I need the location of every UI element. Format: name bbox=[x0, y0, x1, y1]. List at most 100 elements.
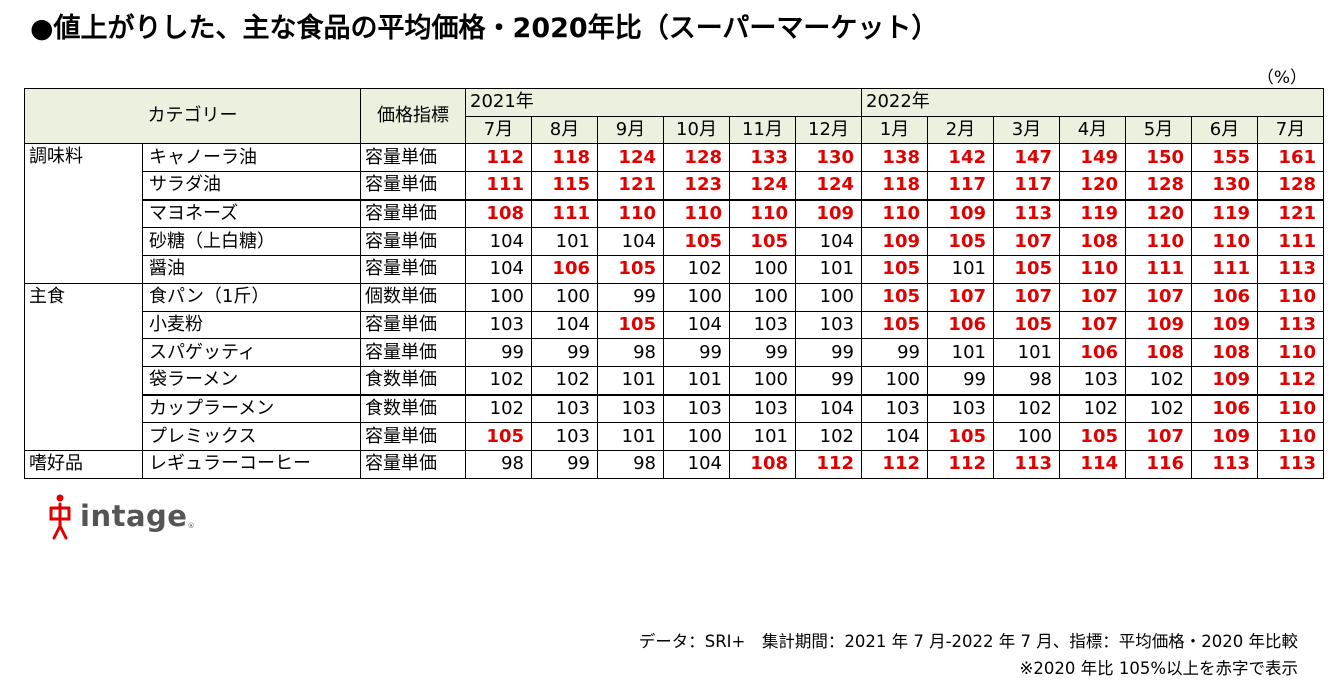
value-cell: 101 bbox=[795, 255, 862, 284]
value-cell: 113 bbox=[1257, 255, 1324, 284]
product-cell: 砂糖（上白糖） bbox=[142, 227, 361, 257]
value-cell: 130 bbox=[795, 143, 862, 173]
value-cell: 103 bbox=[795, 310, 862, 340]
logo-text: intage bbox=[80, 499, 188, 533]
price-table: カテゴリー 価格指標 2021年 2022年 7月 8月 9月 10月 11月 12月 1月… bbox=[24, 87, 1324, 479]
value-cell: 99 bbox=[531, 449, 598, 479]
value-cell: 106 bbox=[531, 255, 598, 284]
value-cell: 99 bbox=[465, 338, 532, 367]
table-row: 袋ラーメン 食数単価 102 102 101 101 100 99 100 99 98 103 102 1… bbox=[25, 365, 1324, 396]
value-cell: 99 bbox=[795, 365, 862, 396]
value-cell: 104 bbox=[663, 449, 730, 479]
table-row: 嗜好品 レギュラーコーヒー 容量単価 98 99 98 104 108 112 112 112 113… bbox=[24, 449, 1324, 479]
value-cell: 105 bbox=[861, 282, 928, 312]
value-cell: 110 bbox=[1125, 227, 1192, 257]
table-row: マヨネーズ 容量単価 108 111 110 110 110 109 110 109 113 119 1… bbox=[25, 198, 1324, 229]
value-cell: 101 bbox=[993, 338, 1060, 367]
header-month: 12月 bbox=[795, 115, 862, 145]
value-cell: 105 bbox=[927, 422, 994, 451]
value-cell: 101 bbox=[927, 338, 994, 367]
intage-logo: intage ® bbox=[48, 492, 194, 540]
value-cell: 103 bbox=[729, 310, 796, 340]
value-cell: 124 bbox=[729, 171, 796, 201]
value-cell: 130 bbox=[1191, 171, 1258, 201]
header-month: 8月 bbox=[531, 115, 598, 145]
value-cell: 104 bbox=[597, 227, 664, 257]
value-cell: 111 bbox=[1191, 255, 1258, 284]
value-cell: 99 bbox=[597, 282, 664, 312]
value-cell: 112 bbox=[927, 449, 994, 479]
value-cell: 121 bbox=[1257, 198, 1324, 229]
value-cell: 103 bbox=[597, 393, 664, 424]
value-cell: 113 bbox=[1191, 449, 1258, 479]
product-cell: 小麦粉 bbox=[142, 310, 361, 340]
value-cell: 142 bbox=[927, 143, 994, 173]
value-cell: 104 bbox=[663, 310, 730, 340]
value-cell: 102 bbox=[993, 393, 1060, 424]
value-cell: 112 bbox=[861, 449, 928, 479]
value-cell: 104 bbox=[795, 227, 862, 257]
value-cell: 111 bbox=[465, 171, 532, 201]
header-month: 11月 bbox=[729, 115, 796, 145]
value-cell: 110 bbox=[1257, 393, 1324, 424]
value-cell: 147 bbox=[993, 143, 1060, 173]
value-cell: 103 bbox=[465, 310, 532, 340]
value-cell: 98 bbox=[597, 449, 664, 479]
value-cell: 111 bbox=[531, 198, 598, 229]
value-cell: 102 bbox=[465, 393, 532, 424]
value-cell: 103 bbox=[531, 393, 598, 424]
value-cell: 110 bbox=[1191, 227, 1258, 257]
index-cell: 容量単価 bbox=[360, 255, 466, 284]
value-cell: 112 bbox=[465, 143, 532, 173]
value-cell: 124 bbox=[795, 171, 862, 201]
header-month: 3月 bbox=[993, 115, 1060, 145]
value-cell: 109 bbox=[1191, 365, 1258, 396]
value-cell: 102 bbox=[531, 365, 598, 396]
category-cell: 調味料 bbox=[24, 143, 143, 284]
value-cell: 112 bbox=[795, 449, 862, 479]
header-month: 6月 bbox=[1191, 115, 1258, 145]
value-cell: 118 bbox=[531, 143, 598, 173]
value-cell: 105 bbox=[927, 227, 994, 257]
value-cell: 99 bbox=[531, 338, 598, 367]
value-cell: 149 bbox=[1059, 143, 1126, 173]
value-cell: 102 bbox=[1059, 393, 1126, 424]
header-month: 9月 bbox=[597, 115, 664, 145]
product-cell: スパゲッティ bbox=[142, 338, 361, 367]
value-cell: 113 bbox=[1257, 449, 1324, 479]
index-cell: 容量単価 bbox=[360, 143, 466, 173]
value-cell: 118 bbox=[861, 171, 928, 201]
value-cell: 98 bbox=[993, 365, 1060, 396]
value-cell: 100 bbox=[729, 255, 796, 284]
value-cell: 102 bbox=[1125, 365, 1192, 396]
value-cell: 102 bbox=[663, 255, 730, 284]
table-row: 醤油 容量単価 104 106 105 102 100 101 105 101 105 110 111 1… bbox=[25, 255, 1324, 284]
value-cell: 103 bbox=[1059, 365, 1126, 396]
product-cell: サラダ油 bbox=[142, 171, 361, 201]
value-cell: 111 bbox=[1257, 227, 1324, 257]
value-cell: 110 bbox=[1257, 422, 1324, 451]
category-cell: 主食 bbox=[24, 282, 143, 451]
value-cell: 102 bbox=[1125, 393, 1192, 424]
category-cell: 嗜好品 bbox=[24, 449, 143, 479]
value-cell: 100 bbox=[795, 282, 862, 312]
value-cell: 101 bbox=[663, 365, 730, 396]
value-cell: 106 bbox=[1191, 393, 1258, 424]
value-cell: 133 bbox=[729, 143, 796, 173]
value-cell: 100 bbox=[993, 422, 1060, 451]
value-cell: 119 bbox=[1059, 198, 1126, 229]
header-category: カテゴリー bbox=[24, 87, 361, 145]
value-cell: 101 bbox=[597, 365, 664, 396]
value-cell: 112 bbox=[1257, 365, 1324, 396]
value-cell: 105 bbox=[663, 227, 730, 257]
index-cell: 容量単価 bbox=[360, 198, 466, 229]
value-cell: 101 bbox=[597, 422, 664, 451]
page-title: ●値上がりした、主な食品の平均価格・2020年比（スーパーマーケット） bbox=[30, 13, 939, 44]
value-cell: 109 bbox=[1191, 310, 1258, 340]
index-cell: 容量単価 bbox=[360, 171, 466, 201]
value-cell: 105 bbox=[993, 310, 1060, 340]
value-cell: 104 bbox=[861, 422, 928, 451]
value-cell: 105 bbox=[465, 422, 532, 451]
product-cell: 醤油 bbox=[142, 255, 361, 284]
footnote-source: データ：SRI+ 集計期間：2021 年 7 月-2022 年 7 月、指標：平… bbox=[638, 632, 1298, 651]
